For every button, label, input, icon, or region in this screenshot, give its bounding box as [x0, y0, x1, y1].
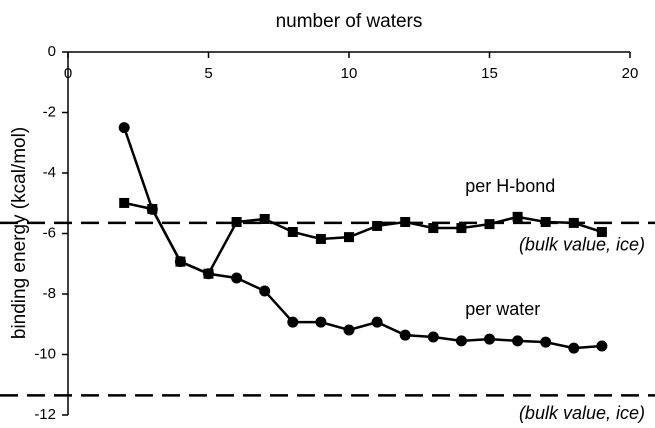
x-tick-label: 0 [64, 65, 72, 82]
marker [540, 336, 552, 348]
x-axis-title: number of waters [276, 11, 423, 32]
marker [399, 329, 411, 341]
marker [259, 285, 271, 297]
series-label: per water [465, 299, 540, 319]
marker [596, 340, 608, 352]
marker [400, 217, 411, 228]
y-tick-label: 0 [48, 43, 56, 60]
marker [427, 331, 439, 343]
marker [596, 226, 607, 237]
marker [484, 219, 495, 230]
marker [568, 217, 579, 228]
x-tick-label: 15 [481, 65, 498, 82]
x-tick-label: 5 [204, 65, 212, 82]
y-tick-label: -8 [43, 285, 56, 302]
marker [315, 316, 327, 328]
marker [484, 333, 495, 345]
marker [147, 203, 158, 214]
reference-label: (bulk value, ice) [519, 403, 645, 423]
x-tick-label: 20 [622, 65, 639, 82]
marker [175, 256, 186, 267]
marker [568, 342, 580, 354]
y-tick-label: -10 [34, 345, 56, 362]
y-axis-title: binding energy (kcal/mol) [9, 127, 30, 339]
series-label: per H-bond [465, 176, 555, 196]
marker [540, 217, 551, 228]
marker [203, 268, 214, 279]
marker [315, 233, 326, 244]
marker [512, 211, 523, 222]
marker [287, 226, 298, 237]
marker [512, 335, 524, 347]
reference-label: (bulk value, ice) [519, 235, 645, 255]
y-tick-label: -2 [43, 103, 56, 120]
marker [119, 197, 130, 208]
y-tick-label: -12 [34, 406, 56, 423]
marker [455, 335, 467, 347]
marker [343, 324, 355, 336]
marker [456, 223, 467, 234]
marker [371, 316, 383, 328]
y-tick-label: -6 [43, 224, 56, 241]
marker [231, 272, 243, 284]
marker [118, 122, 130, 134]
marker [344, 232, 354, 243]
marker [259, 213, 270, 224]
x-tick-label: 10 [341, 65, 358, 82]
y-tick-label: -4 [43, 164, 56, 181]
marker [372, 220, 383, 231]
marker [428, 223, 439, 234]
marker [231, 217, 242, 228]
marker [287, 316, 299, 328]
